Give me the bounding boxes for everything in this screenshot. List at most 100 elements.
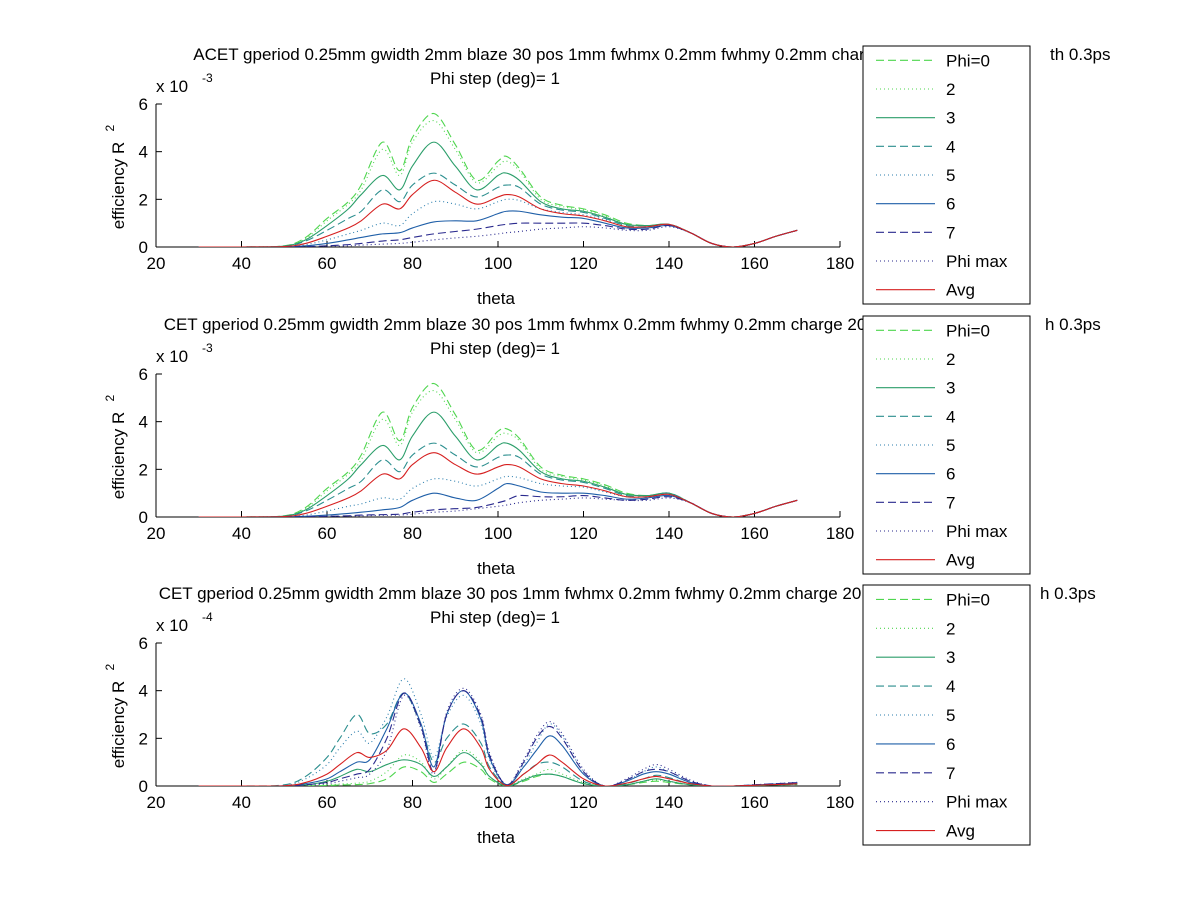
legend-entry-label: 2 [946,619,955,638]
legend-box [862,315,1031,575]
series-line-8 [198,687,798,786]
chart-panel-1: ACET gperiod 0.25mm gwidth 2mm blaze 30 … [103,45,1111,308]
x-tick-label: 140 [655,793,683,812]
legend-entry-label: 4 [946,677,955,696]
y-tick-label: 6 [139,634,148,653]
legend-entry-label: Avg [946,281,975,300]
x-tick-label: 160 [740,793,768,812]
y-tick-label: 2 [139,729,148,748]
x-tick-label: 100 [484,793,512,812]
legend-entry-label: 2 [946,350,955,369]
x-axis-label: theta [477,289,515,308]
y-tick-label: 4 [139,413,148,432]
chart-title: CET gperiod 0.25mm gwidth 2mm blaze 30 p… [159,584,862,603]
y-tick-label: 6 [139,365,148,384]
legend-entry-label: Avg [946,551,975,570]
chart-title: ACET gperiod 0.25mm gwidth 2mm blaze 30 … [193,45,916,64]
x-tick-label: 40 [232,793,251,812]
legend-entry-label: 7 [946,493,955,512]
chart-panel-3: CET gperiod 0.25mm gwidth 2mm blaze 30 p… [103,584,1096,847]
y-tick-label: 0 [139,238,148,257]
y-tick-label: 4 [139,682,148,701]
x-tick-label: 120 [569,254,597,273]
legend-entry-label: 6 [946,465,955,484]
y-axis-label-superscript: 2 [103,125,117,132]
legend-entry-label: Phi max [946,252,1008,271]
x-tick-label: 20 [147,793,166,812]
series-group [198,382,798,517]
x-tick-label: 140 [655,254,683,273]
y-axis-label-group: efficiency R 2 [103,664,128,769]
series-line-9 [198,728,798,786]
legend-box [862,584,1031,846]
y-multiplier: x 10 [156,347,188,366]
x-tick-label: 80 [403,793,422,812]
legend-entry-label: 7 [946,223,955,242]
chart-subtitle: Phi step (deg)= 1 [430,608,560,627]
chart-title-tail: h 0.3ps [1045,315,1101,334]
x-tick-label: 180 [826,793,854,812]
legend-entry-label: 5 [946,706,955,725]
series-line-5 [198,475,798,517]
y-multiplier-exponent: -3 [202,71,213,85]
legend-entry-label: 4 [946,137,955,156]
legend-entry-label: Phi=0 [946,590,990,609]
series-line-7 [198,222,798,247]
legend-entry-label: 2 [946,80,955,99]
legend-entry-label: 3 [946,648,955,667]
x-tick-label: 160 [740,254,768,273]
series-line-3 [198,752,798,786]
legend-entry-label: 7 [946,764,955,783]
x-tick-label: 180 [826,524,854,543]
y-multiplier-exponent: -4 [202,610,213,624]
y-axis-label-group: efficiency R 2 [103,395,128,500]
series-line-9 [198,179,798,247]
y-multiplier: x 10 [156,616,188,635]
y-axis-label-superscript: 2 [103,664,117,671]
x-tick-label: 20 [147,254,166,273]
legend-box [862,45,1031,305]
y-tick-label: 0 [139,777,148,796]
series-line-1 [198,761,798,786]
x-tick-label: 60 [318,524,337,543]
legend-entry-label: Phi max [946,522,1008,541]
x-axis-label: theta [477,828,515,847]
x-tick-label: 40 [232,254,251,273]
legend-entry-label: 6 [946,195,955,214]
legend-entry-label: Avg [946,822,975,841]
chart-subtitle: Phi step (deg)= 1 [430,339,560,358]
legend-entry-label: Phi max [946,793,1008,812]
y-tick-label: 2 [139,190,148,209]
chart-title-tail: h 0.3ps [1040,584,1096,603]
legend-entry-label: 3 [946,379,955,398]
legend-entry-label: Phi=0 [946,51,990,70]
x-tick-label: 100 [484,524,512,543]
y-multiplier-exponent: -3 [202,341,213,355]
y-tick-label: 2 [139,460,148,479]
y-tick-label: 0 [139,508,148,527]
y-multiplier: x 10 [156,77,188,96]
panels: ACET gperiod 0.25mm gwidth 2mm blaze 30 … [103,45,1111,847]
chart-subtitle: Phi step (deg)= 1 [430,69,560,88]
x-tick-label: 180 [826,254,854,273]
x-tick-label: 60 [318,254,337,273]
y-tick-label: 4 [139,143,148,162]
y-axis-label-group: efficiency R 2 [103,125,128,230]
x-tick-label: 20 [147,524,166,543]
x-tick-label: 120 [569,524,597,543]
series-group [198,112,798,247]
legend: Phi=0 2 3 4 5 6 7 Phi max Avg [862,315,1031,575]
x-tick-label: 140 [655,524,683,543]
chart-title: CET gperiod 0.25mm gwidth 2mm blaze 30 p… [164,315,867,334]
y-axis-label: efficiency R [109,412,128,500]
x-tick-label: 40 [232,524,251,543]
legend-entry-label: 3 [946,109,955,128]
legend-entry-label: Phi=0 [946,321,990,340]
y-tick-label: 6 [139,95,148,114]
chart-panel-2: CET gperiod 0.25mm gwidth 2mm blaze 30 p… [103,315,1101,578]
series-group [198,678,798,786]
series-line-7 [198,690,798,786]
y-axis-label: efficiency R [109,681,128,769]
x-tick-label: 120 [569,793,597,812]
